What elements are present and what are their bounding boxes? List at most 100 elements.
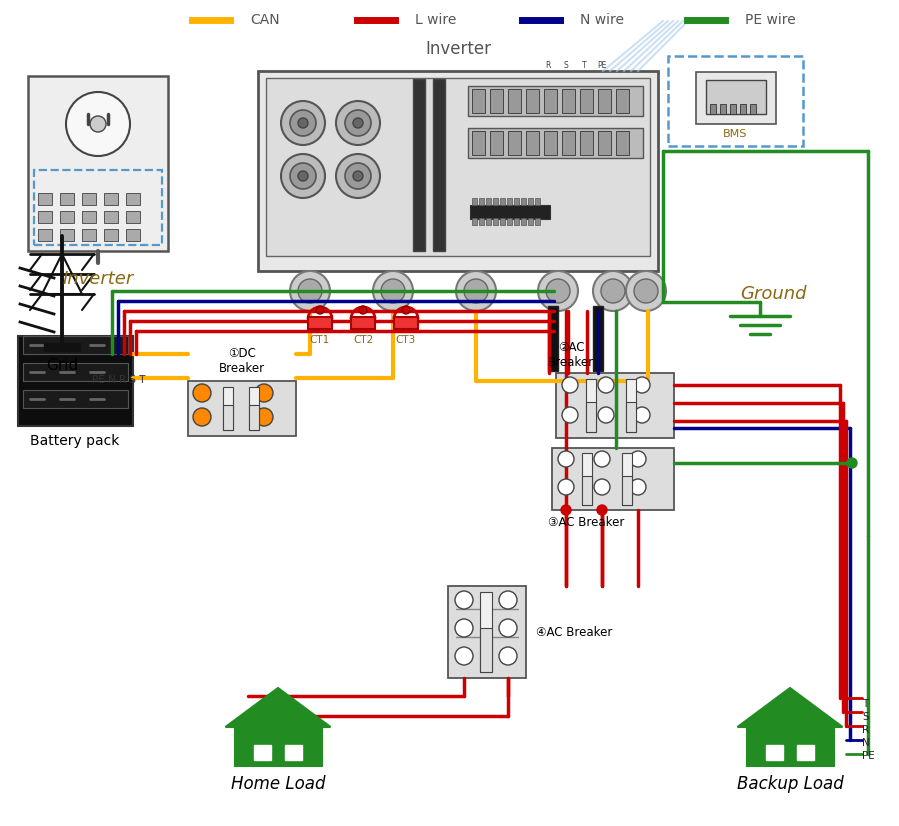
Circle shape (456, 271, 496, 311)
Bar (479, 218, 484, 225)
Text: PE N R S T: PE N R S T (92, 375, 146, 385)
Bar (507, 218, 512, 225)
Bar (126, 211, 140, 223)
Circle shape (499, 619, 517, 637)
Text: N: N (862, 738, 869, 748)
Text: Inverter: Inverter (62, 270, 134, 288)
Text: S: S (564, 60, 568, 69)
Bar (750, 104, 756, 114)
Text: Ground: Ground (740, 285, 806, 303)
Text: Inverter: Inverter (425, 40, 491, 58)
Circle shape (255, 384, 273, 402)
Bar (766, 745, 783, 760)
Circle shape (562, 407, 578, 423)
Bar (273, 716, 283, 727)
Bar (526, 131, 539, 155)
Bar (598, 89, 611, 113)
Bar (586, 402, 596, 432)
Bar (616, 89, 629, 113)
Circle shape (630, 479, 646, 495)
Text: PE wire: PE wire (745, 13, 796, 27)
Circle shape (336, 101, 380, 145)
Bar (746, 727, 833, 766)
Circle shape (381, 279, 405, 303)
Text: PE: PE (597, 60, 607, 69)
Text: R: R (546, 60, 551, 69)
Bar (188, 381, 296, 436)
Circle shape (193, 384, 211, 402)
Text: CT2: CT2 (353, 335, 373, 345)
Bar (797, 745, 814, 760)
Circle shape (847, 458, 857, 468)
Bar (486, 218, 491, 225)
Circle shape (630, 451, 646, 467)
Text: CT1: CT1 (310, 335, 330, 345)
Circle shape (255, 408, 273, 426)
Bar (508, 131, 521, 155)
Bar (104, 193, 118, 205)
Text: CAN: CAN (250, 13, 280, 27)
Bar (580, 89, 593, 113)
Bar (23, 336, 128, 354)
Bar (507, 198, 512, 205)
Bar (254, 745, 271, 760)
Text: N wire: N wire (580, 13, 624, 27)
Circle shape (345, 110, 371, 136)
Bar (521, 198, 526, 205)
Bar (626, 379, 636, 432)
Bar (38, 229, 52, 241)
Bar (433, 79, 445, 251)
Circle shape (594, 479, 610, 495)
Bar (413, 79, 425, 251)
Bar (470, 205, 550, 219)
Circle shape (298, 118, 308, 128)
Bar (472, 218, 477, 225)
Circle shape (402, 306, 410, 314)
Bar (556, 373, 674, 438)
Bar (223, 405, 233, 430)
Bar (514, 198, 519, 205)
Bar (82, 211, 96, 223)
Bar (668, 56, 803, 146)
Bar (235, 727, 322, 766)
Bar (552, 448, 674, 510)
Circle shape (546, 279, 570, 303)
Text: BMS: BMS (723, 129, 747, 139)
Text: Grid: Grid (46, 358, 78, 373)
Bar (126, 229, 140, 241)
Bar (514, 218, 519, 225)
Bar (60, 193, 74, 205)
Circle shape (353, 171, 363, 181)
Text: ②AC
Breaker: ②AC Breaker (548, 341, 594, 369)
Bar (500, 218, 505, 225)
Bar (720, 104, 726, 114)
Bar (28, 76, 168, 251)
Text: T: T (582, 60, 586, 69)
Bar (528, 198, 533, 205)
Circle shape (90, 116, 106, 132)
Circle shape (558, 479, 574, 495)
Bar (582, 453, 592, 505)
Bar (490, 89, 503, 113)
Bar (82, 193, 96, 205)
Bar (544, 89, 557, 113)
Bar (82, 229, 96, 241)
Bar (468, 128, 643, 158)
Bar (18, 336, 133, 426)
Circle shape (455, 619, 473, 637)
Text: Backup Load: Backup Load (736, 775, 843, 793)
Circle shape (316, 306, 324, 314)
Bar (582, 476, 592, 505)
Bar (562, 131, 575, 155)
Circle shape (601, 279, 625, 303)
Bar (586, 379, 596, 432)
Bar (479, 198, 484, 205)
Circle shape (345, 163, 371, 189)
Bar (526, 89, 539, 113)
Text: CT3: CT3 (396, 335, 416, 345)
Circle shape (281, 101, 325, 145)
Bar (258, 71, 658, 271)
Circle shape (499, 591, 517, 609)
Bar (521, 218, 526, 225)
Circle shape (373, 271, 413, 311)
